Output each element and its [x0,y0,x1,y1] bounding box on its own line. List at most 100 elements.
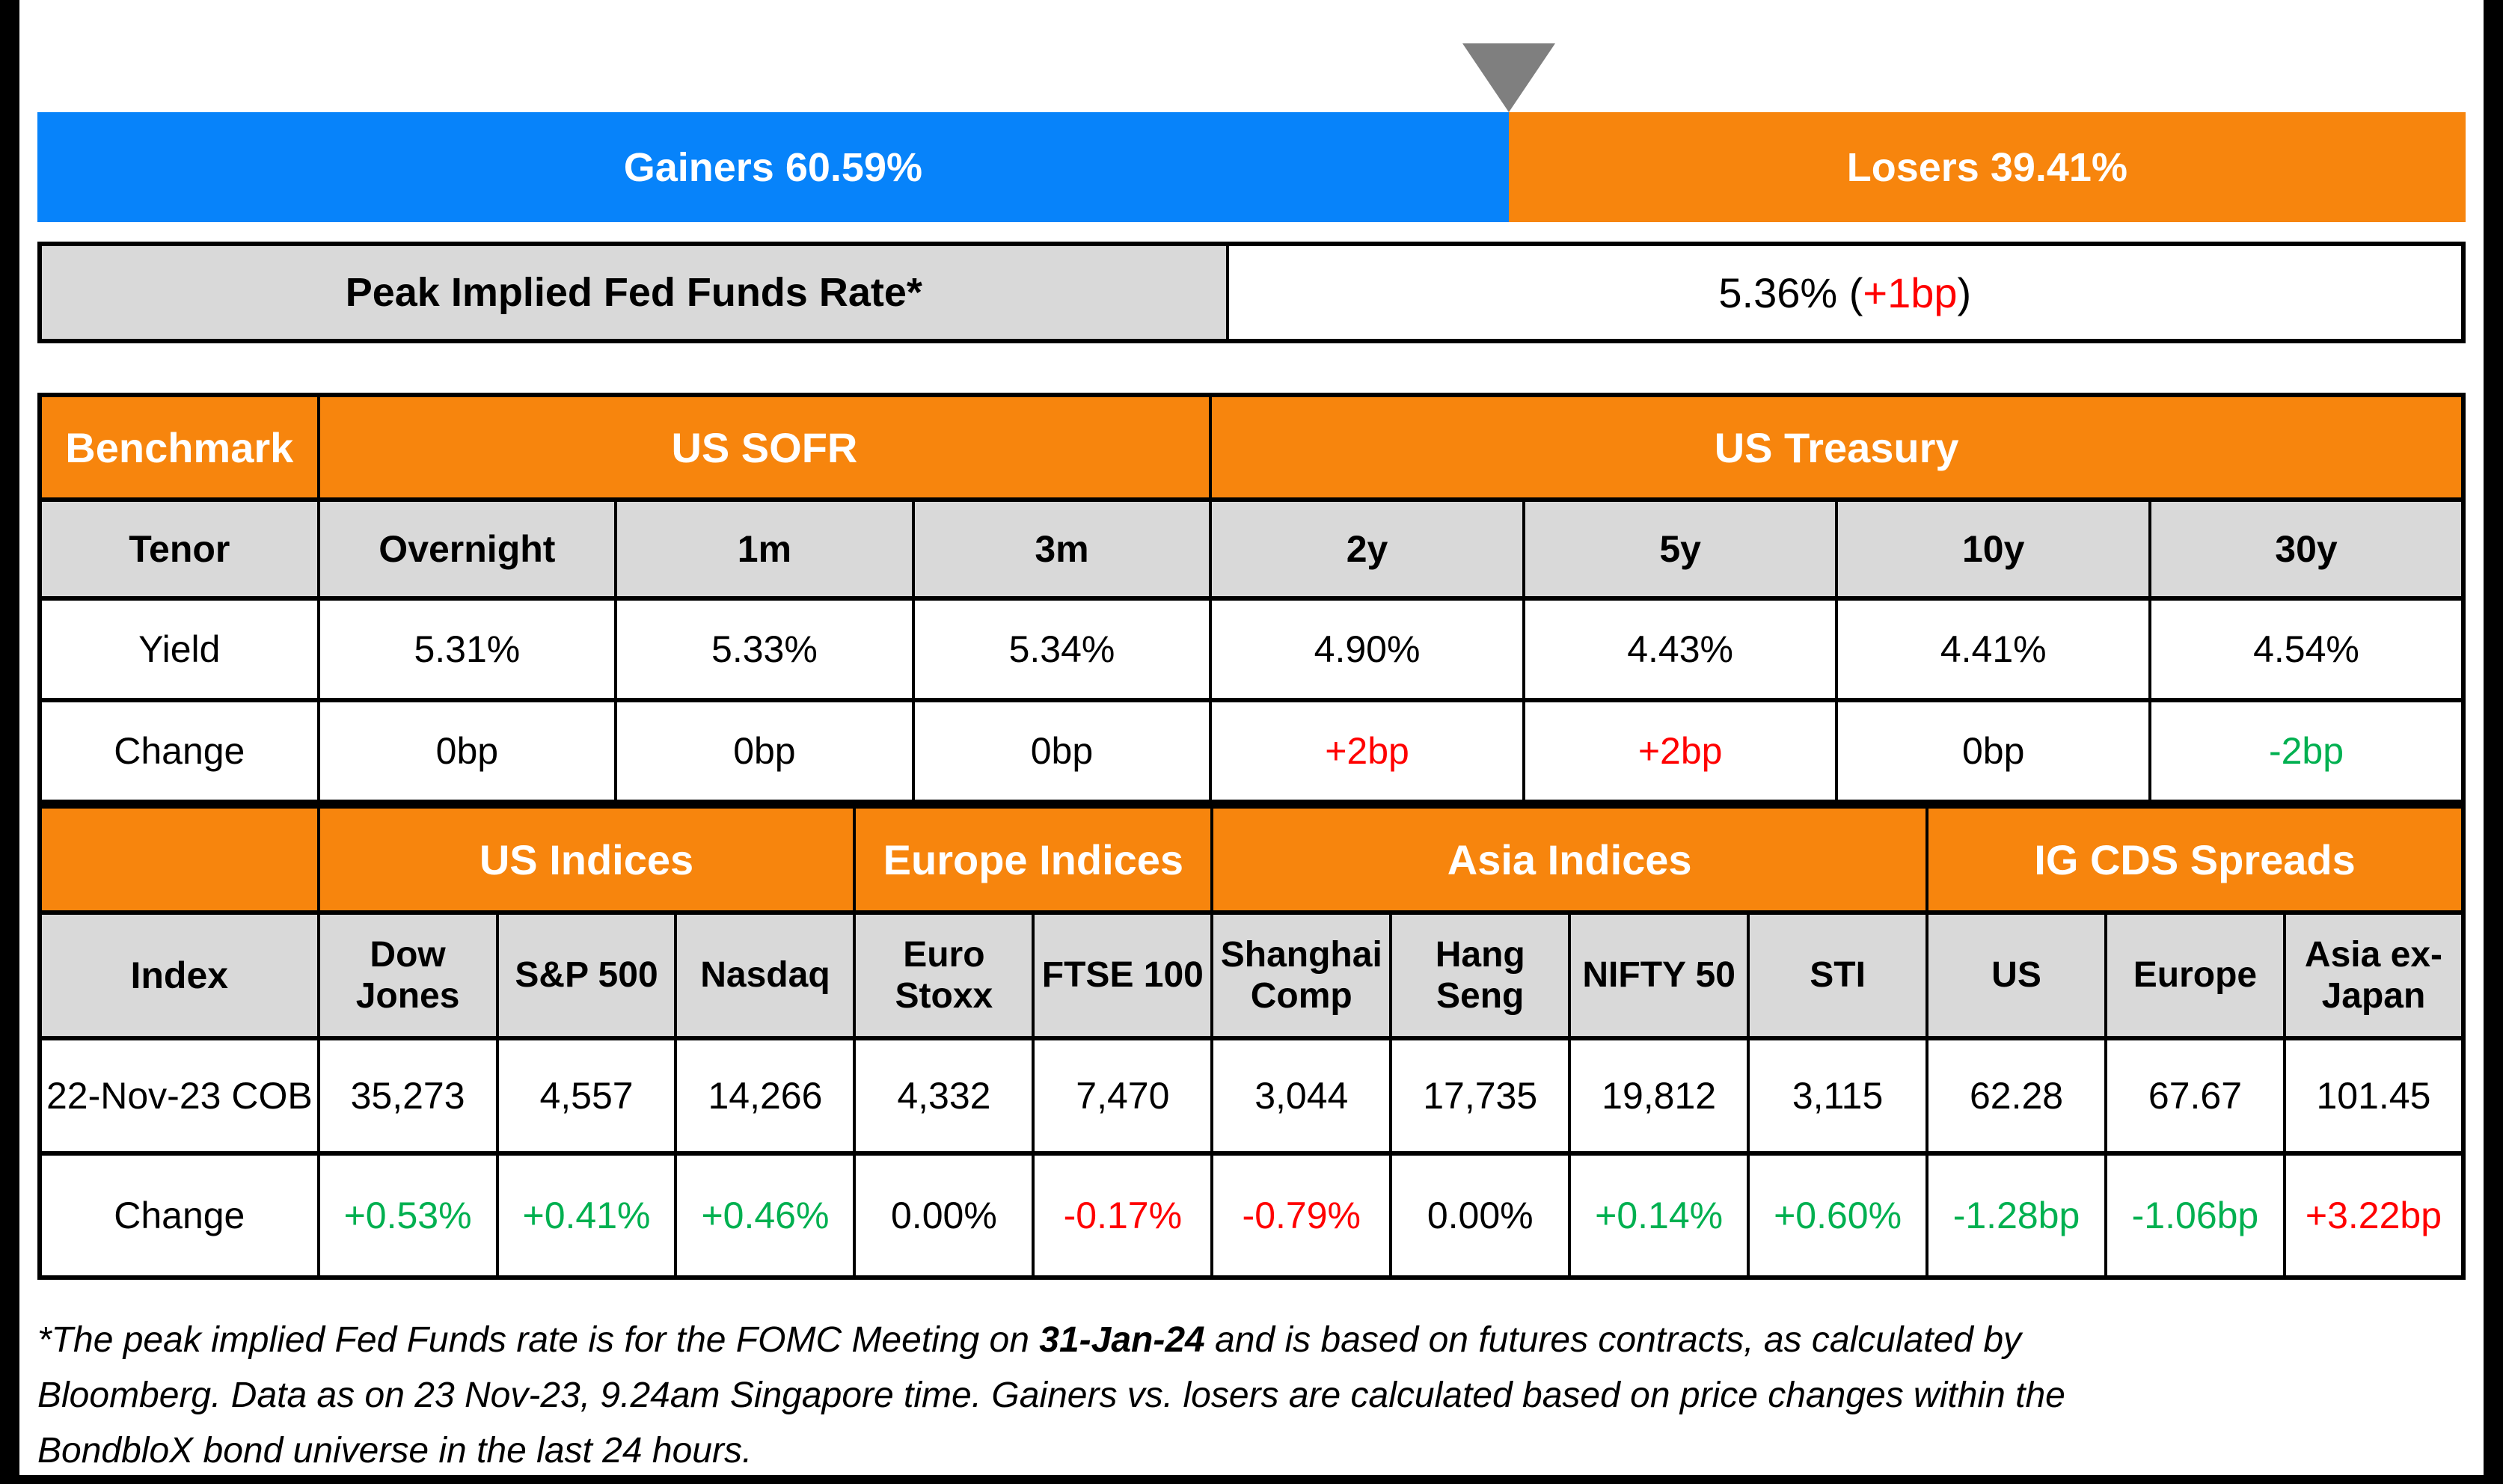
index-name-cell: Shanghai Comp [1210,910,1393,1040]
index-name-cell: S&P 500 [495,910,678,1040]
benchmark-change-row: Change 0bp 0bp 0bp +2bp +2bp 0bp -2bp [38,698,2465,804]
asia-indices-group-header: Asia Indices [1210,804,1929,915]
page-content: Gainers 60.59% Losers 39.41% Peak Implie… [19,0,2484,1479]
ig-cds-group-header: IG CDS Spreads [1925,804,2465,915]
yield-cell: 4.90% [1209,596,1525,702]
europe-indices-group-header: Europe Indices [853,804,1214,915]
index-change-cell: 0.00% [853,1151,1035,1280]
index-names-row: Index Dow Jones S&P 500 Nasdaq Euro Stox… [38,910,2466,1040]
tenor-header-cell: 3m [911,497,1213,601]
footnote-line-2: Bloomberg. Data as on 23 Nov-23, 9.24am … [37,1376,2065,1415]
indices-change-row: Change +0.53% +0.41% +0.46% 0.00% -0.17%… [38,1151,2466,1280]
footnote: *The peak implied Fed Funds rate is for … [37,1313,2466,1479]
indices-table: US Indices Europe Indices Asia Indices I… [37,804,2466,1280]
index-name-cell: Asia ex-Japan [2282,910,2466,1040]
index-change-cell: 0.00% [1389,1151,1572,1280]
index-value-cell: 35,273 [316,1036,499,1156]
index-value-cell: 19,812 [1568,1036,1750,1156]
yield-cell: 5.34% [911,596,1213,702]
gainers-losers-bar: Gainers 60.59% Losers 39.41% [37,112,2466,222]
change-cell: +2bp [1522,698,1839,804]
tenor-header-cell: 2y [1209,497,1525,601]
index-change-cell: -0.79% [1210,1151,1393,1280]
index-value-cell: 4,332 [853,1036,1035,1156]
index-value-cell: 67.67 [2104,1036,2286,1156]
index-change-cell: +3.22bp [2282,1151,2466,1280]
yield-row-label: Yield [38,596,320,702]
yield-cell: 4.43% [1522,596,1839,702]
indices-corner-cell [38,804,320,915]
tenor-row-label: Tenor [38,497,320,601]
footnote-line-1: *The peak implied Fed Funds rate is for … [37,1320,2022,1360]
footnote-line-3: BondbloX bond universe in the last 24 ho… [37,1431,753,1471]
benchmark-corner-cell: Benchmark [38,393,320,502]
peak-fed-funds-table: Peak Implied Fed Funds Rate* 5.36% (+1bp… [37,242,2466,343]
change-row-label: Change [38,698,320,804]
gainers-segment: Gainers 60.59% [37,112,1509,222]
index-name-cell: NIFTY 50 [1568,910,1750,1040]
tenor-header-cell: 1m [614,497,915,601]
tenor-header-row: Tenor Overnight 1m 3m 2y 5y 10y 30y [38,497,2465,601]
yield-cell: 5.31% [316,596,618,702]
index-value-cell: 14,266 [674,1036,857,1156]
marker-row [37,43,2466,112]
peak-rate-label: Peak Implied Fed Funds Rate* [38,242,1229,343]
index-change-cell: -1.28bp [1925,1151,2107,1280]
change-cell: 0bp [1835,698,2152,804]
top-spacer [37,0,2466,43]
peak-rate-value-main: 5.36% ( [1718,269,1863,316]
gainers-label: Gainers 60.59% [623,144,922,190]
index-change-cell: +0.46% [674,1151,857,1280]
right-edge-bar [2484,0,2503,1484]
losers-label: Losers 39.41% [1846,144,2127,190]
tenor-header-cell: 30y [2148,497,2465,601]
index-change-cell: -1.06bp [2104,1151,2286,1280]
change-cell: +2bp [1209,698,1525,804]
fomc-date-bold: 31-Jan-24 [1039,1320,1205,1360]
change-cell: 0bp [316,698,618,804]
index-name-cell: FTSE 100 [1032,910,1214,1040]
yield-row: Yield 5.31% 5.33% 5.34% 4.90% 4.43% 4.41… [38,596,2465,702]
index-value-cell: 17,735 [1389,1036,1572,1156]
index-value-cell: 62.28 [1925,1036,2107,1156]
tenor-header-cell: 10y [1835,497,2152,601]
index-change-cell: +0.60% [1747,1151,1929,1280]
yield-cell: 4.54% [2148,596,2465,702]
date-row-label: 22-Nov-23 COB [38,1036,320,1156]
bottom-border-line [0,1475,2503,1484]
indices-header-row: US Indices Europe Indices Asia Indices I… [38,804,2465,915]
spacer [37,343,2466,393]
benchmark-header-row: Benchmark US SOFR US Treasury [38,393,2465,502]
left-edge-bar [0,0,19,1484]
peak-rate-value-close: ) [1957,269,1972,316]
index-change-cell: +0.41% [495,1151,678,1280]
tenor-header-cell: 5y [1522,497,1839,601]
index-name-cell: Dow Jones [316,910,499,1040]
peak-rate-value: 5.36% (+1bp) [1225,242,2466,343]
yield-cell: 5.33% [614,596,915,702]
tenor-header-cell: Overnight [316,497,618,601]
index-change-cell: -0.17% [1032,1151,1214,1280]
benchmark-table: Benchmark US SOFR US Treasury Tenor Over… [37,393,2466,804]
change-cell: 0bp [614,698,915,804]
index-value-cell: 101.45 [2282,1036,2466,1156]
index-row-label: Index [38,910,320,1040]
peak-rate-change: +1bp [1863,269,1958,316]
us-sofr-group-header: US SOFR [316,393,1213,502]
change-row-label: Change [38,1151,320,1280]
spacer [37,222,2466,242]
us-treasury-group-header: US Treasury [1209,393,2465,502]
index-value-cell: 3,115 [1747,1036,1929,1156]
index-name-cell: STI [1747,910,1929,1040]
index-values-row: 22-Nov-23 COB 35,273 4,557 14,266 4,332 … [38,1036,2466,1156]
index-name-cell: US [1925,910,2107,1040]
peak-fed-funds-row: Peak Implied Fed Funds Rate* 5.36% (+1bp… [38,242,2466,343]
peak-marker-triangle-icon [1462,43,1555,112]
yield-cell: 4.41% [1835,596,2152,702]
change-cell: -2bp [2148,698,2465,804]
index-change-cell: +0.53% [316,1151,499,1280]
index-name-cell: Hang Seng [1389,910,1572,1040]
index-value-cell: 3,044 [1210,1036,1393,1156]
index-name-cell: Euro Stoxx [853,910,1035,1040]
us-indices-group-header: US Indices [316,804,857,915]
